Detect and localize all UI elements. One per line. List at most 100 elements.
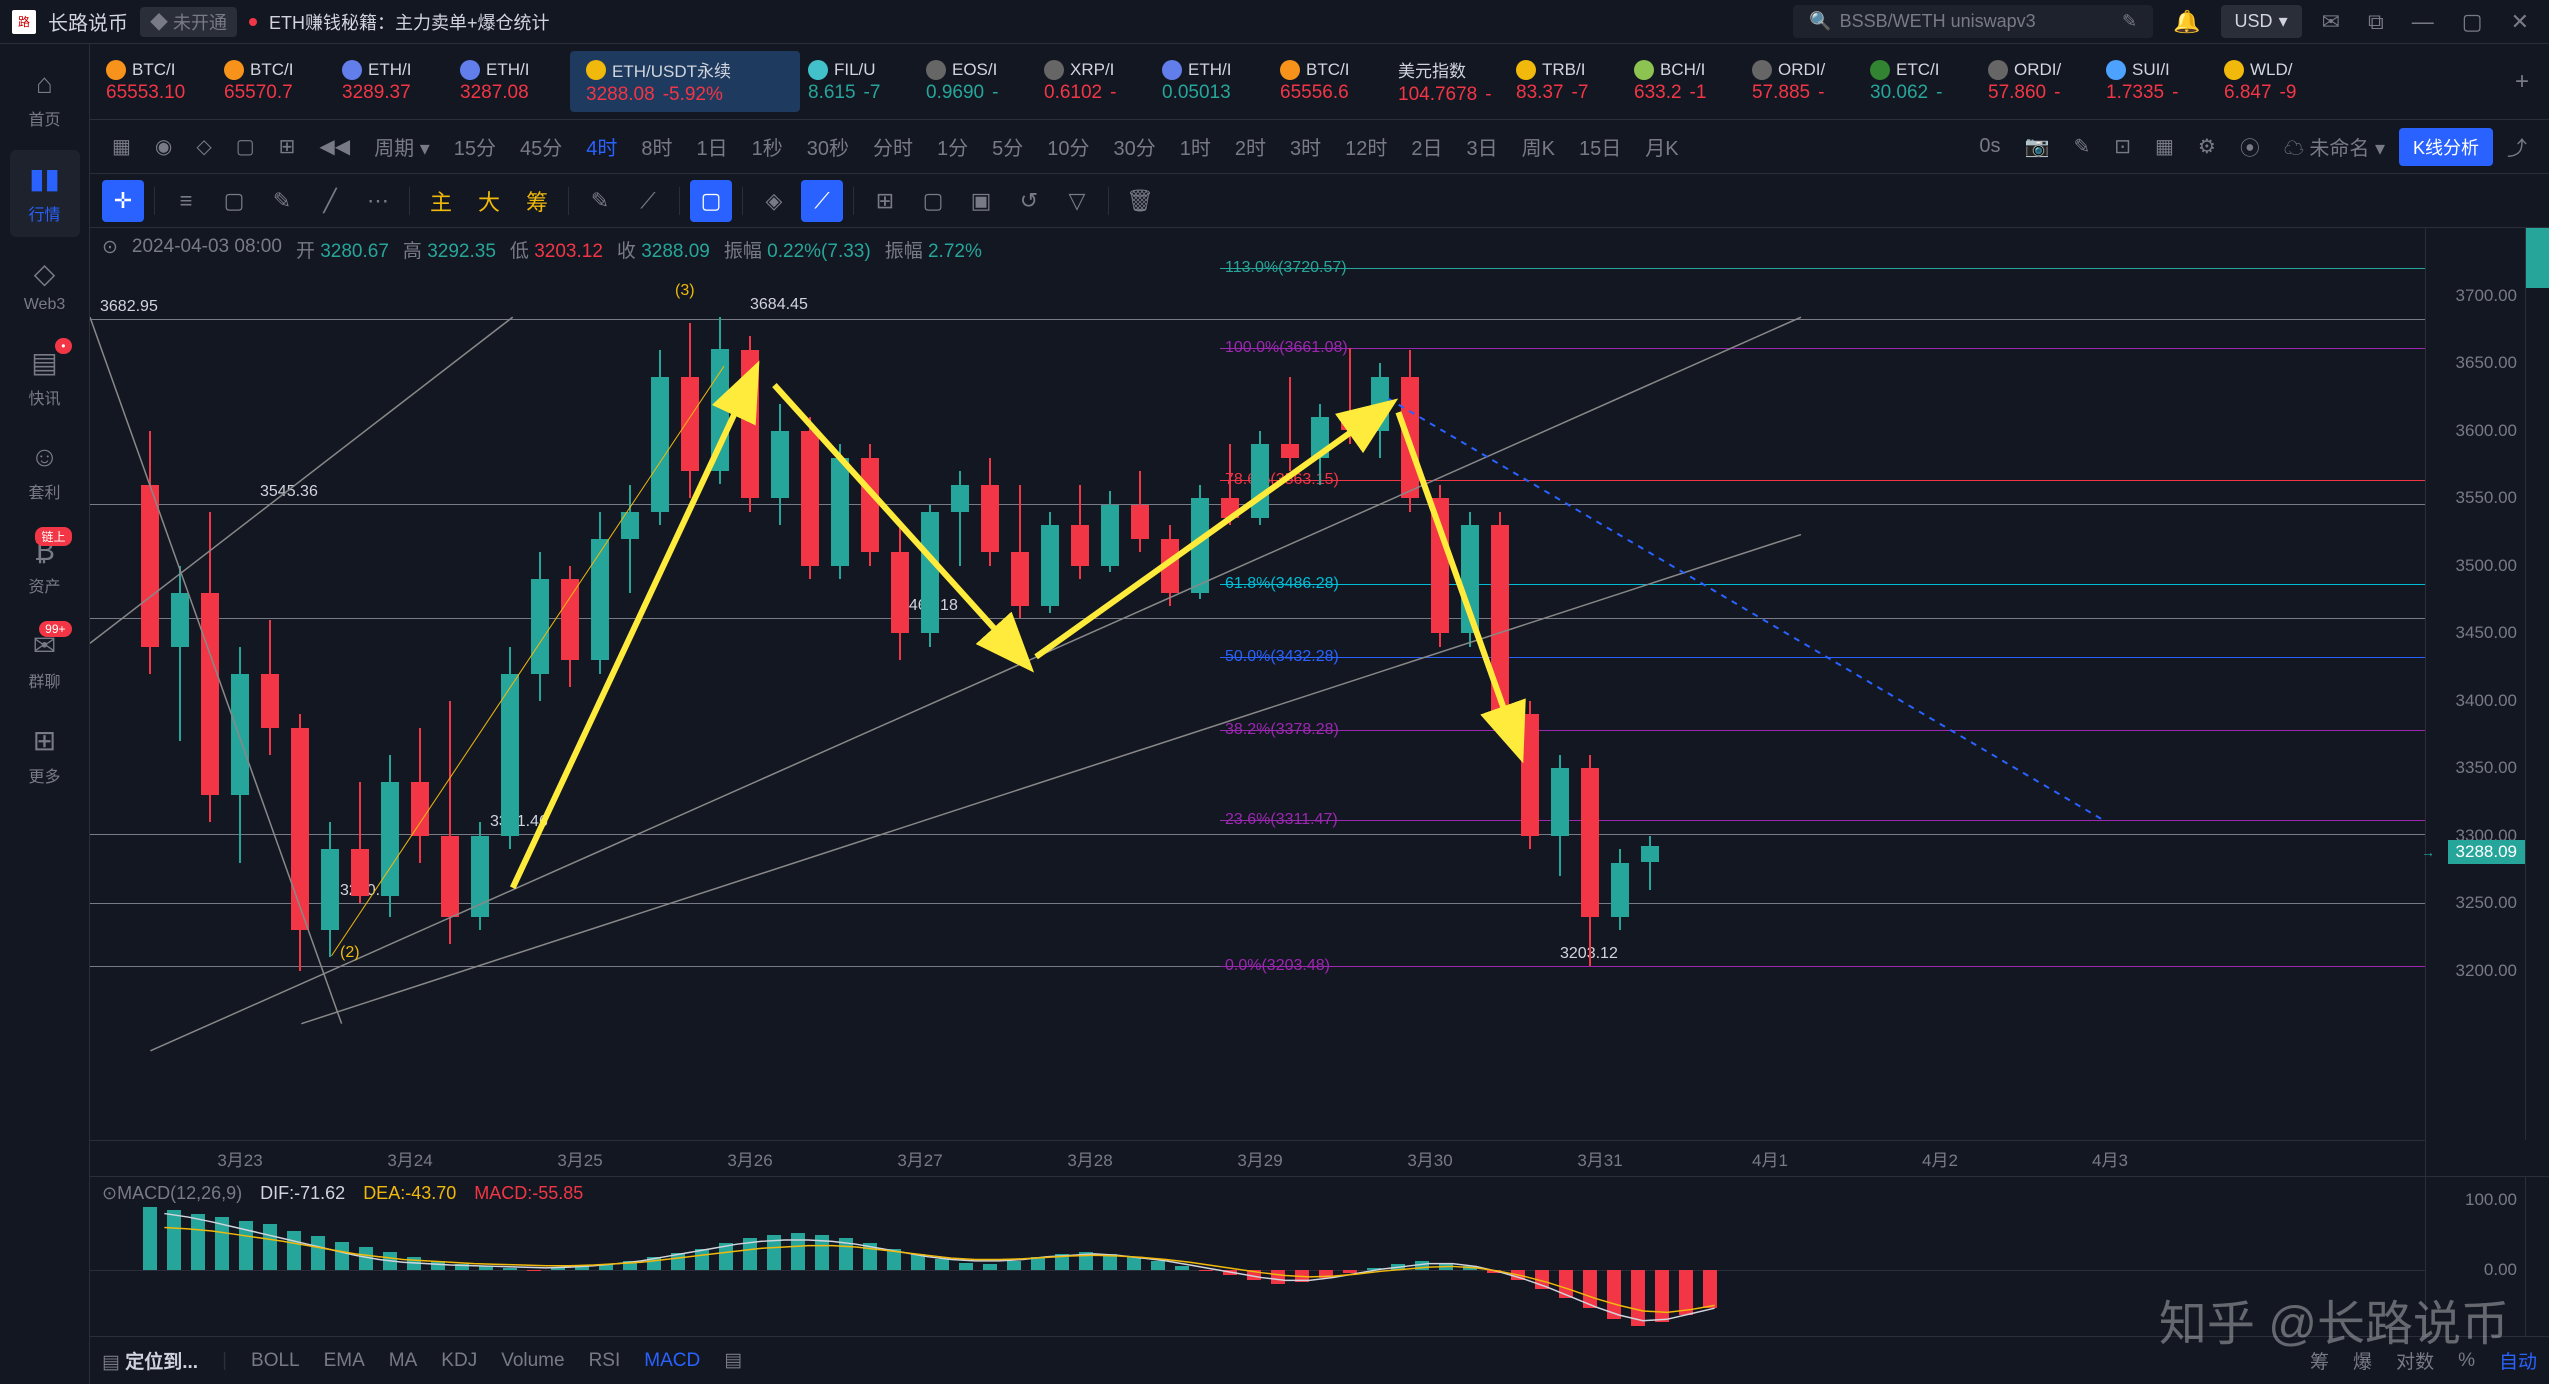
indicator-BOLL[interactable]: BOLL	[251, 1350, 300, 1372]
draw-tool-3[interactable]: ✎	[261, 180, 303, 222]
period-3时[interactable]: 3时	[1280, 126, 1331, 167]
share-icon[interactable]: ⤴	[2497, 126, 2537, 167]
ticker-BTC/I[interactable]: BTC/I65570.7	[216, 54, 334, 110]
ticker-ETC/I[interactable]: ETC/I30.062-	[1862, 54, 1980, 110]
draw-tool-16[interactable]: ▣	[960, 180, 1002, 222]
draw-tool-5[interactable]: ⋯	[357, 180, 399, 222]
period-4时[interactable]: 4时	[576, 126, 627, 167]
period-月K[interactable]: 月K	[1635, 126, 1688, 167]
period-1分[interactable]: 1分	[927, 126, 978, 167]
period-2日[interactable]: 2日	[1401, 126, 1452, 167]
mail-icon[interactable]: ✉	[2314, 5, 2348, 39]
tb-right-icon[interactable]: 📷	[2015, 128, 2060, 165]
ticker-美元指数[interactable]: 美元指数104.7678-	[1390, 51, 1508, 112]
nav-行情[interactable]: ▮▮行情	[10, 150, 80, 237]
ticker-BTC/I[interactable]: BTC/I65556.6	[1272, 54, 1390, 110]
period-30分[interactable]: 30分	[1104, 126, 1166, 167]
ticker-SUI/I[interactable]: SUI/I1.7335-	[2098, 54, 2216, 110]
popout-icon[interactable]: ⧉	[2360, 5, 2392, 39]
period-15日[interactable]: 15日	[1569, 126, 1631, 167]
draw-tool-10[interactable]: ⟋	[627, 180, 669, 222]
minimize-icon[interactable]: —	[2404, 5, 2442, 39]
period-45分[interactable]: 45分	[510, 126, 572, 167]
draw-tool-6[interactable]: 主	[420, 180, 462, 222]
ticker-BCH/I[interactable]: BCH/I633.2-1	[1626, 54, 1744, 110]
bb-%[interactable]: %	[2458, 1350, 2475, 1372]
draw-tool-13[interactable]: ⟋	[801, 180, 843, 222]
draw-tool-12[interactable]: ◈	[753, 180, 795, 222]
bb-爆[interactable]: 爆	[2353, 1347, 2372, 1374]
draw-tool-11[interactable]: ▢	[690, 180, 732, 222]
rename[interactable]: ☁ 未命名 ▾	[2274, 126, 2395, 167]
close-icon[interactable]: ✕	[2503, 5, 2537, 39]
period-8时[interactable]: 8时	[631, 126, 682, 167]
nav-套利[interactable]: ☺套利	[10, 429, 80, 515]
tb-right-icon[interactable]: ⊡	[2104, 128, 2141, 165]
locate-btn[interactable]: ▤ 定位到...	[102, 1347, 198, 1374]
ticker-XRP/I[interactable]: XRP/I0.6102-	[1036, 54, 1154, 110]
search-input[interactable]: 🔍 BSSB/WETH uniswapv3 ✎	[1793, 5, 2153, 38]
draw-tool-4[interactable]: ╱	[309, 180, 351, 222]
period-分时[interactable]: 分时	[863, 126, 923, 167]
tb-right-icon[interactable]: ⦿	[2230, 126, 2270, 167]
tb-icon[interactable]: ◇	[186, 128, 221, 165]
nav-资产[interactable]: ₿资产链上	[10, 523, 80, 609]
period-1日[interactable]: 1日	[687, 126, 738, 167]
draw-tool-14[interactable]: ⊞	[864, 180, 906, 222]
indicator-RSI[interactable]: RSI	[589, 1350, 621, 1372]
nav-快讯[interactable]: ▤快讯•	[10, 334, 80, 421]
indicator-more[interactable]: ▤	[724, 1349, 742, 1372]
ticker-TRB/I[interactable]: TRB/I83.37-7	[1508, 54, 1626, 110]
ticker-ETH/I[interactable]: ETH/I3289.37	[334, 54, 452, 110]
indicator-MA[interactable]: MA	[389, 1350, 418, 1372]
ticker-ORDI/[interactable]: ORDI/57.860-	[1980, 54, 2098, 110]
period-1时[interactable]: 1时	[1170, 126, 1221, 167]
maximize-icon[interactable]: ▢	[2454, 5, 2491, 39]
draw-tool-17[interactable]: ↺	[1008, 180, 1050, 222]
draw-tool-8[interactable]: 筹	[516, 180, 558, 222]
status-badge[interactable]: ◆ 未开通	[140, 7, 237, 37]
tb-icon[interactable]: ⊞	[269, 128, 306, 165]
indicator-MACD[interactable]: MACD	[644, 1350, 700, 1372]
tb-icon[interactable]: ▢	[226, 128, 265, 165]
add-ticker[interactable]: +	[2503, 68, 2541, 96]
nav-更多[interactable]: ⊞更多	[10, 712, 80, 799]
ticker-FIL/U[interactable]: FIL/U8.615-7	[800, 54, 918, 110]
nav-群聊[interactable]: ✉群聊99+	[10, 617, 80, 704]
ticker-EOS/I[interactable]: EOS/I0.9690-	[918, 54, 1036, 110]
draw-tool-0[interactable]: ✛	[102, 180, 144, 222]
draw-tool-18[interactable]: ▽	[1056, 180, 1098, 222]
period-5分[interactable]: 5分	[982, 126, 1033, 167]
period-label[interactable]: 周期 ▾	[364, 126, 440, 167]
tb-right-icon[interactable]: ⚙	[2188, 128, 2226, 165]
ticker-BTC/I[interactable]: BTC/I65553.10	[98, 54, 216, 110]
draw-tool-15[interactable]: ▢	[912, 180, 954, 222]
nav-首页[interactable]: ⌂首页	[10, 56, 80, 142]
analyze-btn[interactable]: K线分析	[2399, 128, 2493, 166]
tb-icon[interactable]: ◀◀	[309, 128, 360, 165]
indicator-KDJ[interactable]: KDJ	[441, 1350, 477, 1372]
bb-自动[interactable]: 自动	[2499, 1347, 2537, 1374]
draw-tool-2[interactable]: ▢	[213, 180, 255, 222]
period-15分[interactable]: 15分	[444, 126, 506, 167]
draw-tool-7[interactable]: 大	[468, 180, 510, 222]
period-1秒[interactable]: 1秒	[742, 126, 793, 167]
bb-对数[interactable]: 对数	[2396, 1347, 2434, 1374]
promo-text[interactable]: ETH赚钱秘籍：主力卖单+爆仓统计	[269, 9, 550, 35]
ticker-ETH/USDT永续[interactable]: ETH/USDT永续3288.08-5.92%	[570, 51, 800, 112]
ticker-WLD/[interactable]: WLD/6.847-9	[2216, 54, 2334, 110]
period-10分[interactable]: 10分	[1037, 126, 1099, 167]
bb-筹[interactable]: 筹	[2310, 1347, 2329, 1374]
nav-Web3[interactable]: ◇Web3	[10, 245, 80, 326]
tb-icon[interactable]: ▦	[102, 128, 141, 165]
draw-tool-9[interactable]: ✎	[579, 180, 621, 222]
period-30秒[interactable]: 30秒	[797, 126, 859, 167]
tb-right-icon[interactable]: 0s	[1969, 129, 2010, 164]
chart-main[interactable]: ⊙ 2024-04-03 08:00 开 3280.67 高 3292.35 低…	[90, 228, 2425, 1140]
ticker-ORDI/[interactable]: ORDI/57.885-	[1744, 54, 1862, 110]
bell-icon[interactable]: 🔔	[2165, 5, 2208, 39]
period-2时[interactable]: 2时	[1225, 126, 1276, 167]
ticker-ETH/I[interactable]: ETH/I0.05013	[1154, 54, 1272, 110]
currency-selector[interactable]: USD ▾	[2221, 5, 2302, 38]
period-周K[interactable]: 周K	[1512, 126, 1565, 167]
